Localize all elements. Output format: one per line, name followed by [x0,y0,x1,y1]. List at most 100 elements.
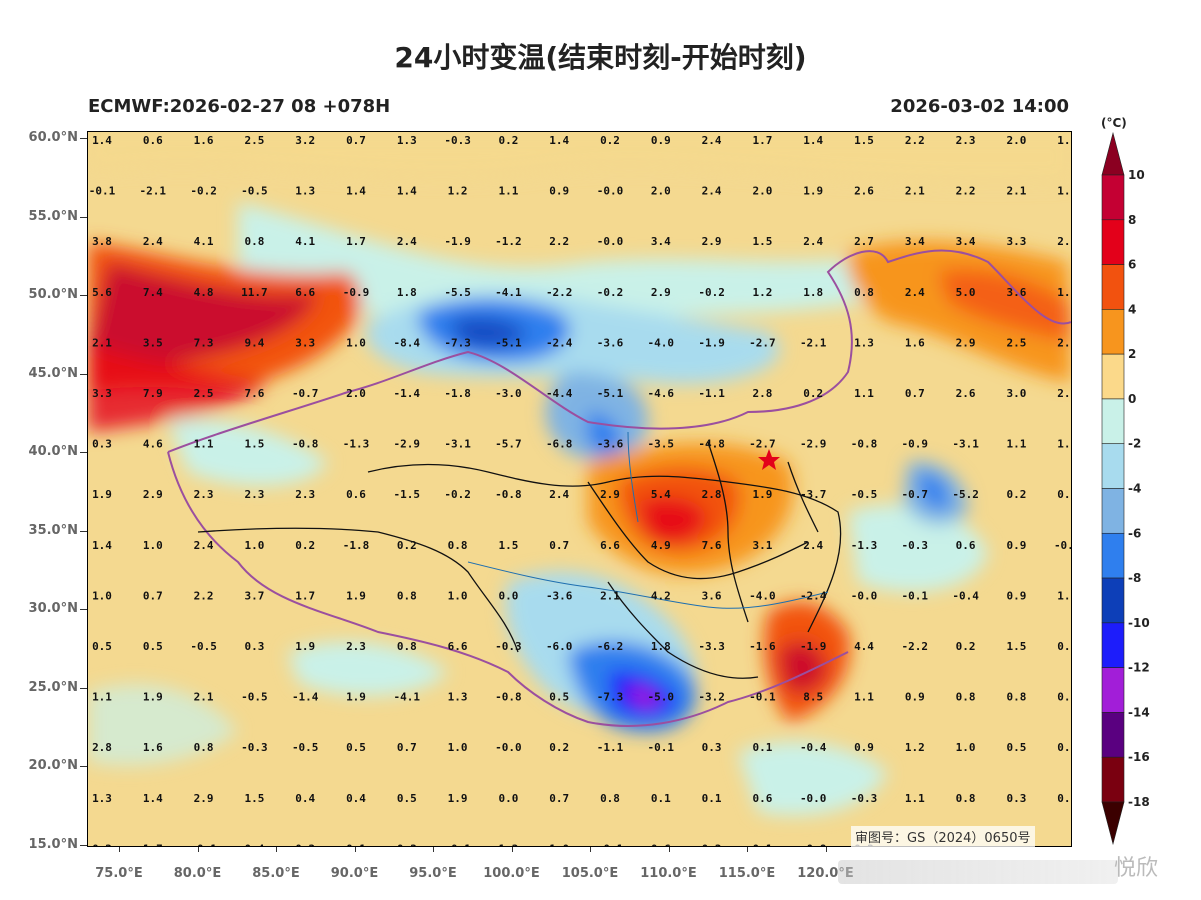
lat-label: 60.0°N [28,130,78,145]
grid-value: 2.9 [651,286,671,299]
lon-label: 100.0°E [483,866,540,881]
grid-value: -0.0 [495,741,522,754]
grid-value: 2.1 [92,336,112,349]
grid-value: 1.6 [143,741,163,754]
grid-value: 2.4 [702,185,722,198]
grid-value: 2.4 [702,134,722,147]
grid-value: 2.4 [143,235,163,248]
grid-value: 0.3 [1006,792,1026,805]
lon-label: 90.0°E [330,866,379,881]
grid-value: 7.9 [143,387,163,400]
grid-value: 7.6 [244,387,264,400]
grid-value: 1.9 [92,488,112,501]
colorbar-label: -2 [1128,437,1141,451]
grid-value: -2.1 [800,336,827,349]
grid-value: 0.2 [1006,488,1026,501]
grid-value: 1.9 [752,488,772,501]
grid-value: 0.7 [549,539,569,552]
grid-value: 0.8 [244,235,264,248]
lon-label: 105.0°E [561,866,619,881]
grid-value: -5.2 [952,488,979,501]
lat-tick [80,295,87,296]
grid-value: -0.2 [698,286,725,299]
grid-value: 0.2 [397,539,417,552]
grid-value: 1.1 [194,438,214,451]
lat-tick [80,766,87,767]
lon-label: 115.0°E [718,866,776,881]
grid-value: 0.9 [651,134,671,147]
grid-value: -3.5 [648,438,675,451]
grid-value: -0.1 [597,842,624,846]
grid-value: -3.6 [597,336,624,349]
grid-value: 2.2 [194,589,214,602]
grid-value: 1.0 [143,539,163,552]
watermark-text: 悦欣 [1114,856,1159,881]
grid-value: 2.0 [752,185,772,198]
grid-value: 8.5 [803,691,823,704]
lat-label: 55.0°N [28,208,78,224]
grid-value: -1.1 [597,741,624,754]
grid-value: -4.6 [648,387,675,400]
grid-value: 3.3 [295,336,315,349]
grid-value: 2.1 [905,185,925,198]
colorbar-swatch [1101,712,1125,758]
grid-value: 1.1 [498,185,518,198]
grid-value: -0.3 [902,539,929,552]
colorbar-swatch [1101,488,1125,534]
grid-value: -0.4 [800,741,827,754]
grid-value: -7.3 [444,336,471,349]
colorbar: 10 8 6 4 2 0 -2 -4 -6 -8 -10 -12 -14 -16 -18 [1101,131,1150,846]
grid-value: 1.9 [346,691,366,704]
grid-value: 1.2 [905,741,925,754]
colorbar-label: 4 [1128,302,1136,316]
grid-value: -0.8 [495,488,522,501]
grid-value: 2.0 [1006,134,1026,147]
grid-value: 1.5 [244,792,264,805]
grid-value: 2.8 [702,488,722,501]
grid-value: -0.1 [89,185,116,198]
grid-value: 0.9 [905,691,925,704]
grid-value: -0.7 [292,387,319,400]
grid-value: 0.7 [549,792,569,805]
grid-value: 3.4 [956,235,976,248]
grid-value: -0.5 [851,488,878,501]
grid-value: 0.5 [1006,741,1026,754]
grid-value: -3.2 [698,691,725,704]
grid-value: 1.7 [346,235,366,248]
grid-value: -5.0 [648,691,675,704]
lon-tick [668,845,670,852]
grid-value: 0.8 [600,792,620,805]
lat-label: 50.0°N [28,287,78,302]
grid-value: 2.6 [1057,336,1071,349]
grid-value: 0.3 [92,438,112,451]
lat-tick [80,530,87,532]
colorbar-label: 2 [1128,347,1136,361]
grid-value: -1.1 [698,387,725,400]
grid-value: -3.1 [444,438,471,451]
grid-value: 2.4 [803,235,823,248]
grid-value: 1.4 [549,134,569,147]
grid-value: -0.1 [902,589,929,602]
grid-value: 0.6 [956,539,976,552]
grid-value: 1.4 [397,185,417,198]
grid-value: 0.5 [397,792,417,805]
star-marker [758,449,780,470]
grid-value: 0.2 [92,842,112,846]
grid-value: 1.4 [92,539,112,552]
lat-tick [80,609,87,610]
lon-tick [433,845,434,852]
grid-value: 0.7 [346,134,366,147]
grid-value: -2.2 [902,640,929,653]
grid-value: 1.5 [1057,134,1071,147]
grid-value: 1.2 [448,185,468,198]
lat-label: 40.0°N [28,444,78,459]
grid-value: 1.1 [92,691,112,704]
lat-tick [80,373,87,375]
grid-value: -1.3 [343,438,370,451]
colorbar-label: 10 [1128,168,1145,182]
grid-value: -5.1 [495,336,522,349]
grid-value: 0.3 [702,741,722,754]
grid-value: 3.2 [295,134,315,147]
grid-value: -3.6 [546,589,573,602]
grid-value: -0.5 [190,640,217,653]
